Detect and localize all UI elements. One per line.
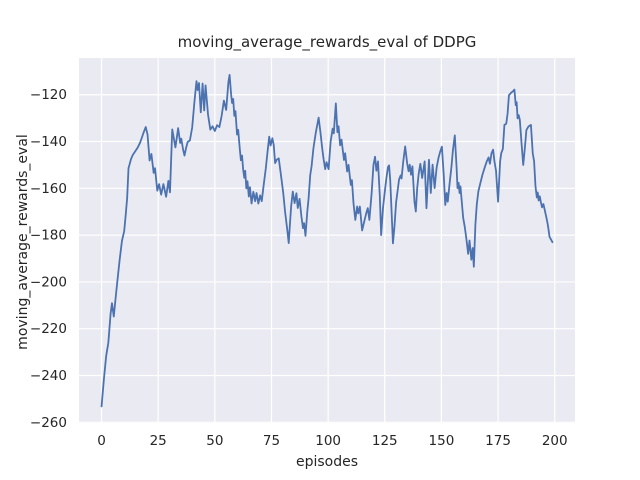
y-tick-label: −220	[30, 321, 67, 337]
x-axis-label: episodes	[295, 454, 359, 470]
x-tick-label: 0	[97, 433, 106, 449]
x-tick-label: 50	[206, 433, 223, 449]
y-axis-label: moving_average_rewards_eval	[15, 134, 31, 350]
y-tick-label: −240	[30, 368, 67, 384]
moving-average-line	[100, 73, 554, 408]
x-tick-label: 25	[150, 433, 167, 449]
y-tick-label: −140	[30, 134, 67, 150]
x-tick-label: 125	[372, 433, 398, 449]
y-tick-label: −200	[30, 274, 67, 290]
plot-area	[79, 58, 575, 423]
y-tick-label: −120	[30, 87, 67, 103]
y-tick-label: −180	[30, 228, 67, 244]
y-tick-label: −260	[30, 415, 67, 431]
x-tick-label: 75	[263, 433, 280, 449]
y-tick-label: −160	[30, 181, 67, 197]
x-tick-label: 200	[542, 433, 568, 449]
x-tick-label: 100	[315, 433, 341, 449]
chart-title: moving_average_rewards_eval of DDPG	[177, 33, 477, 51]
x-tick-label: 150	[429, 433, 455, 449]
x-tick-label: 175	[485, 433, 511, 449]
